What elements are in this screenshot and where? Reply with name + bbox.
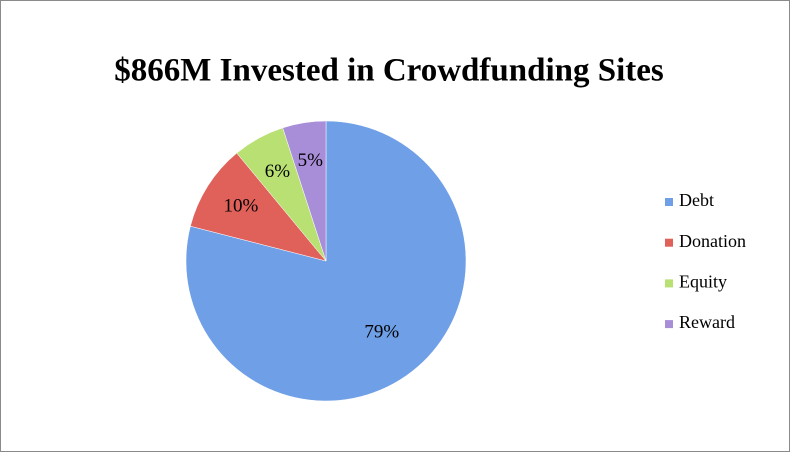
legend-swatch — [665, 279, 673, 288]
legend-swatch — [665, 198, 673, 206]
data-label: 79% — [364, 321, 399, 342]
pie-slice — [282, 120, 327, 262]
legend-text: Equity — [679, 272, 727, 292]
legend-text: Debt — [679, 190, 714, 210]
legend-swatch — [665, 320, 673, 329]
legend-text: Reward — [679, 312, 735, 332]
legend-text: Donation — [679, 231, 746, 251]
data-label: 6% — [265, 161, 291, 182]
data-label: 10% — [223, 195, 258, 216]
legend-swatch — [665, 238, 673, 247]
pie-slice — [190, 152, 327, 262]
chart-title: $866M Invested in Crowdfunding Sites — [114, 53, 664, 89]
data-label: 5% — [298, 150, 324, 171]
